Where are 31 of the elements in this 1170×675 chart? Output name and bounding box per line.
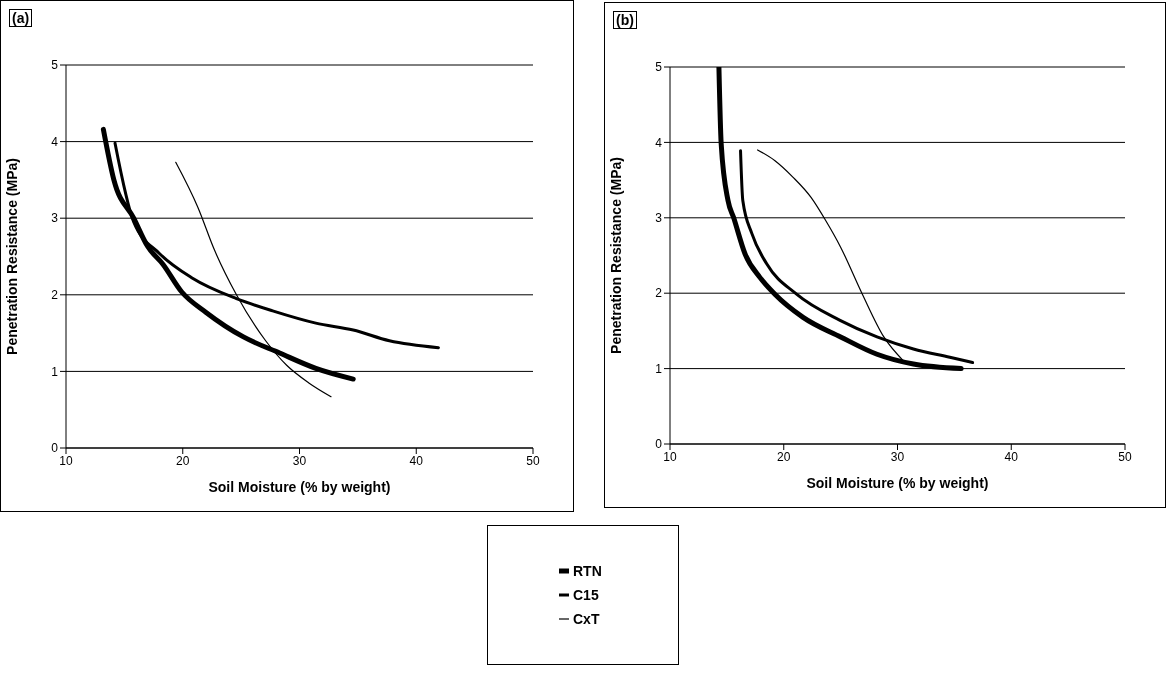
y-tick-label: 4	[655, 135, 663, 150]
x-tick-label: 50	[526, 453, 540, 468]
y-tick-label: 5	[655, 60, 663, 75]
y-tick-label: 1	[655, 361, 663, 376]
y-axis-title: Penetration Resistance (MPa)	[607, 157, 624, 354]
x-tick-label: 50	[1118, 449, 1132, 464]
y-tick-label: 4	[51, 134, 59, 149]
y-tick-label: 0	[655, 437, 663, 452]
x-tick-label: 30	[292, 453, 307, 468]
x-tick-label: 30	[890, 449, 905, 464]
x-axis-title: Soil Moisture (% by weight)	[208, 479, 391, 495]
legend-label: C15	[573, 587, 599, 603]
y-tick-label: 3	[51, 211, 59, 226]
y-tick-label: 2	[51, 288, 59, 303]
chart-title: (a)	[9, 9, 33, 27]
x-tick-label: 40	[1004, 449, 1019, 464]
x-tick-label: 40	[409, 453, 424, 468]
y-tick-label: 0	[51, 441, 59, 456]
x-tick-label: 20	[777, 449, 791, 464]
y-tick-label: 2	[655, 286, 663, 301]
x-tick-label: 10	[59, 453, 73, 468]
x-axis-title: Soil Moisture (% by weight)	[806, 475, 989, 491]
x-tick-label: 20	[176, 453, 190, 468]
y-tick-label: 1	[51, 364, 59, 379]
legend-label: CxT	[573, 611, 600, 627]
chart-title: (b)	[613, 11, 637, 29]
y-tick-label: 3	[655, 211, 663, 226]
y-tick-label: 5	[51, 58, 59, 73]
x-tick-label: 10	[663, 449, 677, 464]
legend-label: RTN	[573, 563, 602, 579]
y-axis-title: Penetration Resistance (MPa)	[3, 158, 20, 355]
